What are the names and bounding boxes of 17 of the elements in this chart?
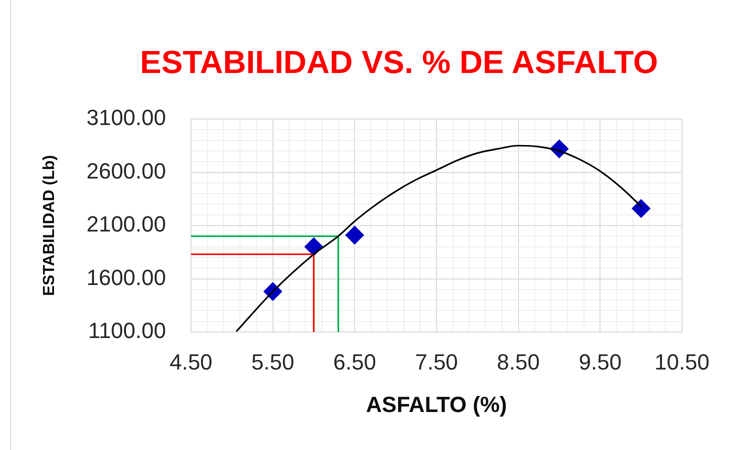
point: [345, 226, 364, 245]
y-tick-label: 2100.00: [86, 212, 166, 237]
x-tick-label: 8.50: [496, 349, 540, 374]
x-tick-label: 10.50: [654, 349, 710, 374]
x-tick-label: 4.50: [170, 349, 212, 374]
point: [632, 198, 651, 218]
y-tick-label: 1600.00: [86, 264, 166, 290]
y-tick-label: 1100.00: [88, 318, 166, 344]
x-tick-label: 7.50: [415, 349, 458, 374]
chart-title: ESTABILIDAD VS. % DE ASFALTO: [139, 43, 659, 81]
y-tick-label: 2600.00: [86, 158, 166, 184]
y-axis-title: ESTABILIDAD (Lb): [41, 154, 58, 296]
x-tick-label: 5.50: [251, 349, 294, 374]
x-tick-label: 9.50: [578, 349, 622, 374]
y-tick-label: 3100.00: [86, 105, 166, 130]
x-tick-label: 6.50: [333, 349, 376, 374]
x-axis-title: ASFALTO (%): [366, 392, 507, 417]
